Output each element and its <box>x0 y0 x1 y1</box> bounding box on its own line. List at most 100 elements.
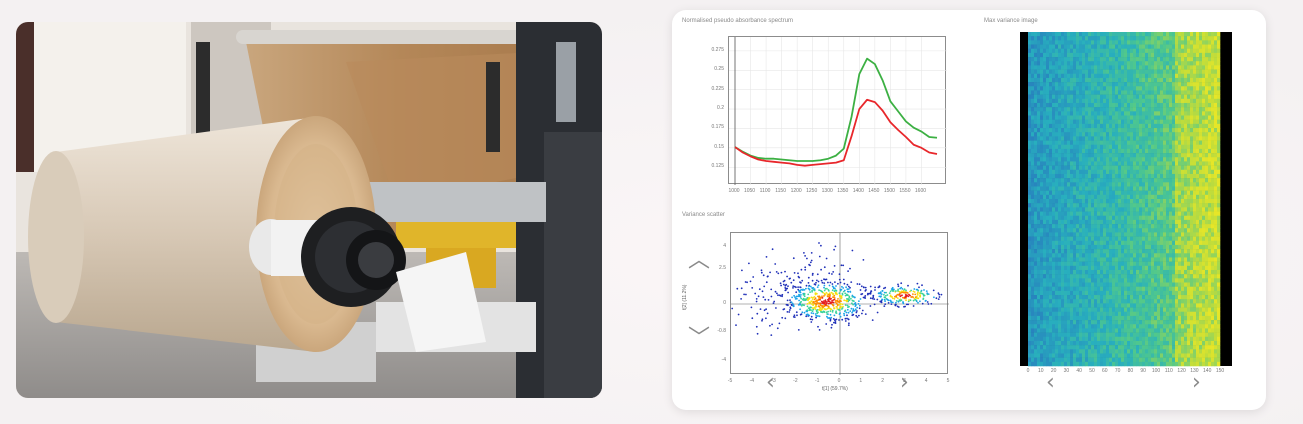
heatmap-cell <box>1115 82 1119 87</box>
heatmap-cell <box>1178 224 1182 229</box>
heatmap-cell <box>1100 115 1104 120</box>
heatmap-cell <box>1064 332 1068 338</box>
heatmap-cell <box>1103 173 1107 179</box>
heatmap-cell <box>1055 311 1059 317</box>
heatmap-cell <box>1061 253 1065 258</box>
heatmap-cell <box>1106 311 1110 317</box>
chevron-up-icon[interactable]: ︿ <box>688 248 711 273</box>
scatter-point <box>871 297 874 300</box>
heatmap-cell <box>1103 320 1107 325</box>
heatmap-cell <box>1064 194 1068 200</box>
heatmap-cell <box>1178 73 1182 79</box>
heatmap-cell <box>1088 153 1092 158</box>
heatmap-cell <box>1040 219 1044 225</box>
scatter-point <box>911 295 913 298</box>
heatmap-cell <box>1061 207 1065 212</box>
heatmap-cell <box>1106 219 1110 225</box>
heatmap-cell <box>1151 261 1155 267</box>
heatmap-cell <box>1070 140 1074 146</box>
heatmap-cell <box>1151 144 1155 150</box>
heatmap-cell <box>1103 265 1107 271</box>
heatmap-cell <box>1160 186 1164 191</box>
heatmap-cell <box>1043 340 1047 346</box>
heatmap-cell <box>1175 90 1179 95</box>
heatmap-cell <box>1055 240 1059 246</box>
scatter-next-chevron-right-icon[interactable]: › <box>900 370 909 395</box>
heatmap-cell <box>1088 315 1092 321</box>
heatmap-cell <box>1118 249 1122 254</box>
heatmap-cell <box>1172 169 1176 175</box>
heatmap-cell <box>1067 336 1071 342</box>
heatmap-cell <box>1043 186 1047 191</box>
heatmap-cell <box>1103 249 1107 254</box>
heatmap-cell <box>1121 199 1125 204</box>
heatmap-cell <box>1094 65 1098 70</box>
heatmap-cell <box>1118 240 1122 246</box>
heatmap-cell <box>1028 278 1032 283</box>
heatmap-cell <box>1067 257 1071 262</box>
scatter-point <box>799 291 802 294</box>
heatmap-cell <box>1100 111 1104 116</box>
heatmap-cell <box>1124 48 1128 54</box>
heatmap-cell <box>1076 186 1080 191</box>
heatmap-cell <box>1169 361 1173 367</box>
heatmap-cell <box>1058 40 1062 45</box>
heatmap-cell <box>1070 69 1074 75</box>
heatmap-cell <box>1061 57 1065 62</box>
chevron-down-icon[interactable]: ﹀ <box>688 326 711 351</box>
heatmap-cell <box>1040 261 1044 267</box>
heatmap-cell <box>1058 299 1062 304</box>
heatmap-cell <box>1106 295 1110 300</box>
heatmap-cell <box>1133 36 1137 41</box>
heatmap-cell <box>1049 336 1053 342</box>
heatmap-cell <box>1121 140 1125 146</box>
heatmap-cell <box>1169 148 1173 154</box>
scatter-prev-chevron-left-icon[interactable]: ‹ <box>766 370 775 395</box>
heatmap-cell <box>1046 182 1050 187</box>
heatmap-cell <box>1097 324 1101 329</box>
heatmap-cell <box>1136 336 1140 342</box>
heatmap-cell <box>1103 144 1107 150</box>
scatter-point <box>849 310 852 312</box>
heatmap-cell <box>1172 274 1176 279</box>
heatmap-cell <box>1088 169 1092 175</box>
heatmap-cell <box>1145 186 1149 191</box>
heatmap-cell <box>1070 98 1074 104</box>
heatmap-cell <box>1028 36 1032 41</box>
heatmap-cell <box>1130 61 1134 66</box>
heatmap-cell <box>1031 169 1035 175</box>
scatter-point <box>842 287 845 289</box>
heatmap-cell <box>1076 290 1080 296</box>
heatmap-cell <box>1031 311 1035 317</box>
heatmap-cell <box>1133 253 1137 258</box>
heatmap-cell <box>1073 315 1077 321</box>
heatmap-cell <box>1070 307 1074 313</box>
scatter-point <box>900 282 903 285</box>
heatmap-cell <box>1172 32 1176 37</box>
heatmap-cell <box>1049 345 1053 350</box>
heatmap-cell <box>1166 111 1170 116</box>
heatmap-cell <box>1115 153 1119 158</box>
heatmap-cell <box>1085 361 1089 367</box>
heatmap-cell <box>1112 144 1116 150</box>
heatmap-cell <box>1085 148 1089 154</box>
scatter-point <box>810 296 813 299</box>
heatmap-cell <box>1124 290 1128 296</box>
heatmap-cell <box>1142 90 1146 95</box>
scatter-point <box>826 295 829 297</box>
heatmap-cell <box>1034 249 1038 254</box>
heatmap-cell <box>1055 290 1059 296</box>
scatter-point <box>848 305 850 308</box>
scatter-point <box>762 274 765 277</box>
heatmap-cell <box>1106 178 1110 183</box>
heatmap-cell <box>1097 178 1101 183</box>
scatter-point <box>915 300 918 303</box>
heatmap-cell <box>1130 161 1134 166</box>
heatmap-cell <box>1136 257 1140 262</box>
heatmap-cell <box>1037 311 1041 317</box>
heatmap-cell <box>1136 161 1140 166</box>
heatmap-cell <box>1034 86 1038 91</box>
heatmap-cell <box>1064 265 1068 271</box>
heatmap-cell <box>1136 157 1140 162</box>
heatmap-cell <box>1130 52 1134 58</box>
